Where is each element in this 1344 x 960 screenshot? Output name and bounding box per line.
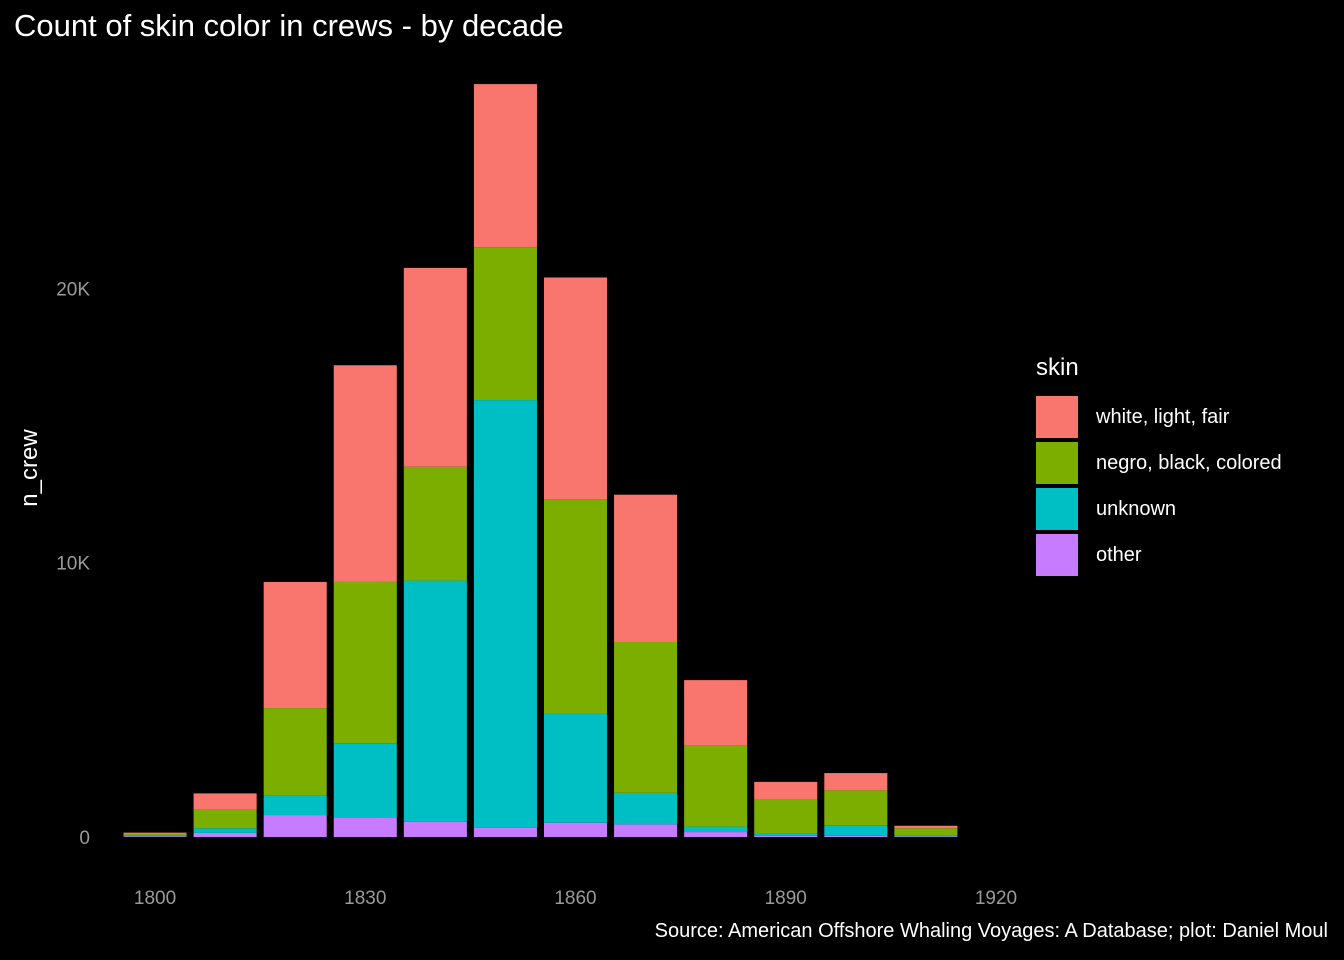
bar-1850-negro-black-colored <box>473 247 537 401</box>
bar-1890-white-light-fair <box>754 781 818 800</box>
bar-1800-white-light-fair <box>123 832 187 834</box>
bar-1830-white-light-fair <box>333 365 397 582</box>
legend-key <box>1036 442 1078 484</box>
legend-item: unknown <box>1036 486 1282 532</box>
legend-label: white, light, fair <box>1096 405 1230 428</box>
legend-label: negro, black, colored <box>1096 451 1282 474</box>
bar-1880-unknown <box>684 826 748 833</box>
bar-1800-other <box>123 836 187 837</box>
bar-1810-unknown <box>193 828 257 833</box>
bar-1880-negro-black-colored <box>684 745 748 827</box>
legend-title: skin <box>1036 354 1079 381</box>
legend-key <box>1036 534 1078 576</box>
y-tick-label: 20K <box>56 279 90 300</box>
bar-1840-white-light-fair <box>403 267 467 467</box>
bar-1800-unknown <box>123 835 187 837</box>
bar-1850-other <box>473 827 537 837</box>
bar-1840-other <box>403 821 467 837</box>
bar-1900-negro-black-colored <box>824 790 888 826</box>
bar-1800-negro-black-colored <box>123 833 187 836</box>
legend-label: other <box>1096 543 1142 566</box>
bar-1900-other <box>824 835 888 837</box>
bar-1890-unknown <box>754 833 818 836</box>
bar-1840-negro-black-colored <box>403 466 467 581</box>
bar-1810-white-light-fair <box>193 793 257 810</box>
bar-1910-white-light-fair <box>894 825 958 829</box>
bar-1860-negro-black-colored <box>543 499 608 714</box>
bar-1830-other <box>333 817 397 837</box>
bar-1870-negro-black-colored <box>614 641 678 793</box>
chart-title: Count of skin color in crews - by decade <box>14 8 564 43</box>
legend-item: white, light, fair <box>1036 394 1282 440</box>
x-tick-label: 1800 <box>134 888 176 909</box>
bar-1820-unknown <box>263 795 327 816</box>
bar-1900-unknown <box>824 825 888 836</box>
bar-1820-white-light-fair <box>263 581 327 709</box>
bar-1850-white-light-fair <box>473 84 537 248</box>
y-tick-label: 0 <box>79 828 90 849</box>
bar-1910-other <box>894 836 958 837</box>
legend-key <box>1036 488 1078 530</box>
legend-item: negro, black, colored <box>1036 440 1282 486</box>
bar-1860-other <box>543 822 608 837</box>
bar-1820-negro-black-colored <box>263 708 327 796</box>
bar-1880-white-light-fair <box>684 680 748 746</box>
bar-1810-negro-black-colored <box>193 809 257 829</box>
legend: skin white, light, fair negro, black, col… <box>1036 354 1282 578</box>
bar-1890-negro-black-colored <box>754 799 818 834</box>
bar-1840-unknown <box>403 580 467 822</box>
bar-1860-unknown <box>543 713 608 823</box>
bar-1830-negro-black-colored <box>333 581 397 744</box>
bar-1820-other <box>263 815 327 837</box>
bar-1900-white-light-fair <box>824 773 888 791</box>
bar-1860-white-light-fair <box>543 277 608 500</box>
bar-1880-other <box>684 832 748 837</box>
x-tick-label: 1830 <box>344 888 386 909</box>
bar-1910-negro-black-colored <box>894 828 958 836</box>
bar-1910-unknown <box>894 835 958 837</box>
legend-key <box>1036 396 1078 438</box>
bar-1810-other <box>193 832 257 837</box>
bar-1870-white-light-fair <box>614 494 678 642</box>
caption: Source: American Offshore Whaling Voyage… <box>654 920 1328 942</box>
bar-1850-unknown <box>473 400 537 828</box>
bar-1830-unknown <box>333 743 397 818</box>
legend-item: other <box>1036 532 1282 578</box>
bar-1870-unknown <box>614 792 678 825</box>
x-tick-label: 1920 <box>975 888 1017 909</box>
y-tick-label: 10K <box>56 554 90 575</box>
legend-label: unknown <box>1096 497 1177 520</box>
x-tick-label: 1860 <box>554 888 596 909</box>
bar-1890-other <box>754 835 818 837</box>
x-tick-label: 1890 <box>765 888 807 909</box>
bar-1870-other <box>614 824 678 837</box>
